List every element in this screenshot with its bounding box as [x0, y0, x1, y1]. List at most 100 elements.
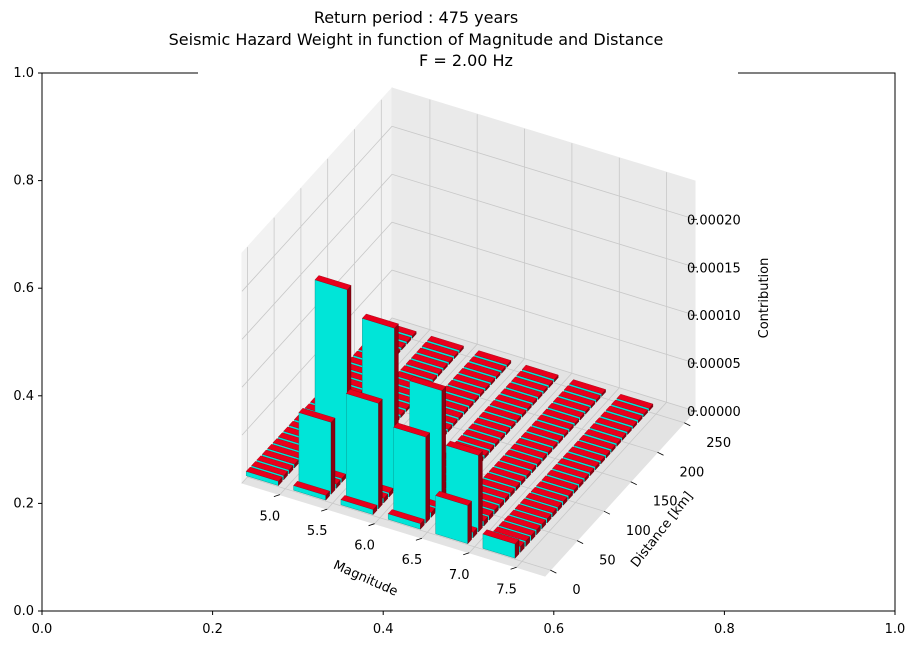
- bar-top-face: [361, 313, 399, 329]
- bar-top-face: [589, 423, 627, 438]
- bar-top-face: [520, 498, 557, 514]
- bar-top-face: [405, 359, 443, 374]
- bar-side-face: [378, 398, 383, 510]
- y-tick-label: 0.6: [13, 281, 34, 296]
- x3d-tick-mark: [463, 552, 470, 556]
- bar: [298, 407, 336, 495]
- bar-top-face: [427, 335, 464, 351]
- grid-line: [241, 221, 696, 388]
- title-line: Seismic Hazard Weight in function of Mag…: [169, 30, 664, 49]
- x3d-tick-label: 5.5: [307, 524, 328, 539]
- y-tick-label: 0.8: [13, 174, 34, 189]
- bar-top-face: [605, 405, 643, 421]
- bar-top-face: [504, 515, 541, 530]
- bar-top-face: [445, 440, 483, 456]
- x-tick-label: 0.0: [32, 622, 53, 637]
- bar-top-face: [435, 490, 472, 506]
- x3d-tick-label: 6.0: [354, 539, 375, 554]
- bar-top-face: [493, 526, 531, 542]
- y-tick-label: 1.0: [13, 66, 34, 81]
- bar-top-face: [558, 391, 596, 406]
- y3d-tick-label: 0: [572, 583, 580, 598]
- bar-top-face: [495, 394, 532, 409]
- bar-top-face: [478, 411, 516, 427]
- bar-top-face: [488, 466, 526, 482]
- z3d-tick-label: 0.00000: [687, 405, 741, 420]
- bar: [435, 490, 472, 545]
- bar-top-face: [611, 399, 648, 415]
- bar: [340, 495, 378, 516]
- bar: [393, 422, 431, 524]
- x-tick-label: 0.6: [543, 622, 564, 637]
- x-tick-label: 0.8: [714, 622, 735, 637]
- y3d-tick-mark: [603, 510, 611, 515]
- x3d-tick-mark: [415, 537, 423, 541]
- bar-top-face: [421, 341, 459, 357]
- bar: [482, 529, 520, 559]
- bar-top-face: [505, 382, 543, 398]
- bar-top-face: [520, 432, 558, 447]
- x3d-tick-mark: [273, 494, 281, 498]
- bar-top-face: [499, 455, 537, 470]
- title-line: Return period : 475 years: [314, 8, 518, 27]
- y3d-tick-label: 250: [706, 436, 731, 451]
- bar-top-face: [293, 480, 330, 496]
- bar-top-face: [411, 353, 448, 369]
- bar-top-face: [489, 400, 527, 415]
- x3d-tick-mark: [368, 523, 375, 527]
- bar-top-face: [525, 492, 563, 508]
- bar-top-face: [261, 449, 299, 465]
- bar-top-face: [345, 388, 383, 404]
- grid-line: [241, 173, 696, 340]
- bar-top-face: [584, 429, 622, 444]
- z-axis-label: Contribution: [757, 258, 772, 339]
- z3d-tick-label: 0.00010: [687, 309, 741, 324]
- bar-top-face: [542, 408, 580, 424]
- bar-top-face: [600, 411, 638, 427]
- bar-top-face: [340, 495, 378, 510]
- x-axis-label: Magnitude: [331, 558, 400, 600]
- bar: [405, 359, 443, 377]
- y-tick-label: 0.4: [13, 389, 34, 404]
- title-gap-mask: [198, 66, 738, 76]
- y3d-tick-mark: [550, 569, 557, 574]
- bar-top-face: [595, 417, 632, 432]
- bar-top-face: [494, 461, 531, 476]
- bar-top-face: [298, 407, 336, 423]
- bar-top-face: [541, 475, 579, 491]
- bar-side-face: [330, 417, 336, 495]
- bar-top-face: [509, 509, 547, 525]
- bar-top-face: [387, 509, 425, 524]
- grid-line: [241, 269, 696, 436]
- y-tick-label: 0.2: [13, 496, 34, 511]
- bar-top-face: [552, 463, 589, 479]
- bar-top-face: [537, 414, 574, 430]
- bar-top-face: [515, 437, 553, 453]
- y3d-tick-label: 50: [599, 554, 616, 569]
- bar-top-face: [530, 486, 568, 502]
- y3d-tick-mark: [576, 540, 584, 545]
- y3d-tick-label: 200: [680, 465, 705, 480]
- bar-top-face: [447, 379, 485, 395]
- x-tick-label: 0.2: [202, 622, 223, 637]
- bar-front-face: [346, 393, 379, 510]
- bar-top-face: [546, 469, 584, 485]
- bar-top-face: [536, 481, 573, 496]
- bar-side-face: [441, 385, 446, 507]
- bar-top-face: [573, 440, 611, 456]
- bar-top-face: [453, 373, 490, 389]
- bar-top-face: [463, 362, 501, 377]
- title-line: F = 2.00 Hz: [419, 51, 513, 70]
- bar-top-face: [504, 449, 542, 465]
- bar: [516, 370, 554, 389]
- bar-top-face: [457, 435, 495, 450]
- bar-top-face: [498, 520, 536, 536]
- bar-top-face: [400, 365, 438, 380]
- bar-top-face: [484, 405, 522, 421]
- bar-front-face: [298, 412, 332, 495]
- bar-top-face: [521, 364, 559, 380]
- bar-top-face: [251, 461, 288, 476]
- grid-line: [241, 125, 696, 292]
- bar-top-face: [416, 347, 454, 363]
